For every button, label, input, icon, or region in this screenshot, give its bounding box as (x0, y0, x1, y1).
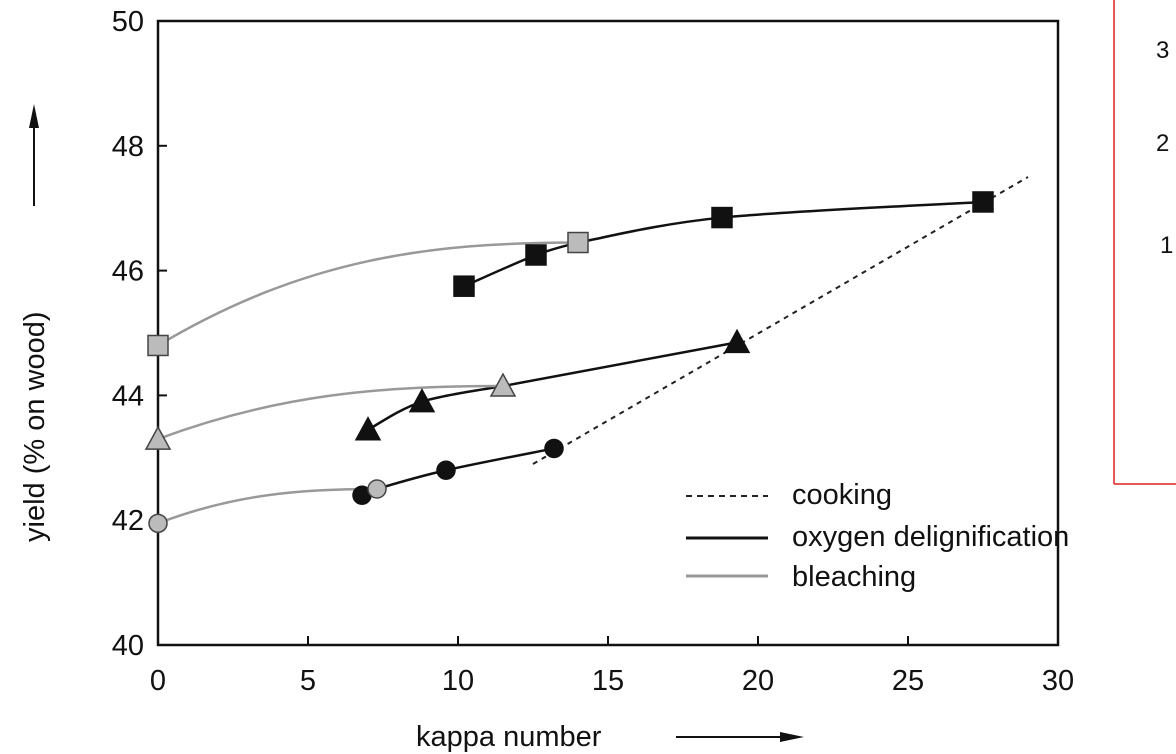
series-line-oxygen-delignification (502, 341, 738, 388)
side-panel: 3 2 1 (1113, 0, 1176, 485)
legend-label-bleaching: bleaching (792, 561, 916, 593)
y-tick-label: 44 (112, 380, 144, 412)
data-point-triangle (489, 372, 517, 397)
series-line-oxygen-delignification (577, 200, 984, 244)
series-lines (157, 176, 1029, 525)
side-panel-label: 3 (1156, 37, 1169, 64)
data-point-square (147, 334, 169, 357)
data-point-circle (148, 513, 168, 534)
series-line-bleaching (157, 241, 579, 347)
series-line-bleaching (157, 384, 504, 441)
y-tick-label: 42 (112, 505, 144, 537)
side-panel-label: 2 (1156, 130, 1169, 157)
x-tick-label: 15 (592, 665, 624, 697)
x-tick-label: 0 (150, 665, 166, 697)
x-tick-label: 20 (742, 665, 774, 697)
data-point-square (453, 275, 475, 297)
data-point-triangle (354, 416, 382, 441)
legend-label-cooking: cooking (792, 479, 892, 511)
y-axis-title: yield (% on wood) (19, 312, 51, 543)
x-tick-label: 10 (442, 665, 474, 697)
y-tick-label: 48 (112, 131, 144, 163)
y-axis-arrow (29, 104, 39, 206)
x-axis-title: kappa number (416, 721, 602, 753)
ticks: 0 5 10 15 20 25 30 40 42 44 46 48 50 (112, 6, 1074, 697)
series-markers (144, 191, 994, 534)
data-point-triangle (723, 328, 751, 354)
x-tick-label: 5 (300, 665, 316, 697)
y-tick-label: 50 (112, 6, 144, 38)
data-point-circle (436, 460, 456, 481)
legend: cooking oxygen delignification bleaching (686, 479, 1069, 593)
series-line-cooking (532, 176, 1029, 465)
data-point-square (567, 231, 589, 254)
data-point-square (972, 191, 994, 213)
data-point-circle (367, 479, 387, 499)
series-line-oxygen-delignification (367, 384, 504, 431)
y-tick-label: 46 (112, 256, 144, 288)
data-point-circle (544, 438, 564, 459)
x-axis-arrow (676, 732, 804, 742)
data-point-square (711, 206, 733, 229)
series-line-oxygen-delignification (361, 447, 555, 497)
data-point-square (525, 244, 547, 266)
series-line-bleaching (157, 487, 378, 525)
data-point-triangle (144, 425, 172, 450)
legend-label-oxygen-delignification: oxygen delignification (792, 521, 1069, 553)
x-tick-label: 25 (892, 665, 924, 697)
y-tick-label: 40 (112, 630, 144, 662)
data-point-triangle (408, 388, 436, 413)
series-line-oxygen-delignification (463, 241, 579, 288)
x-tick-label: 30 (1042, 665, 1074, 697)
side-panel-label: 1 (1160, 232, 1173, 259)
